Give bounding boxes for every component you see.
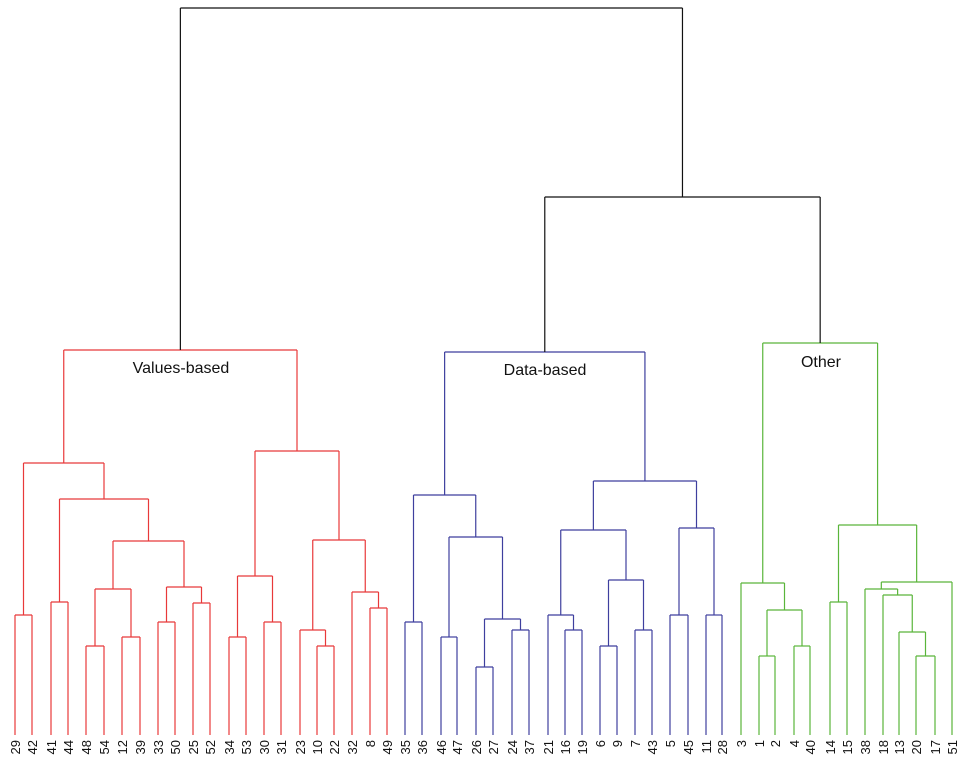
leaf-label: 29 (8, 740, 23, 754)
leaf-label: 1 (752, 740, 767, 747)
leaf-label: 20 (909, 740, 924, 754)
leaf-label: 44 (61, 740, 76, 754)
leaf-label: 2 (768, 740, 783, 747)
leaf-label: 32 (345, 740, 360, 754)
leaf-label: 14 (823, 740, 838, 754)
leaf-label: 36 (415, 740, 430, 754)
leaf-label: 11 (699, 740, 714, 754)
leaf-label: 30 (257, 740, 272, 754)
leaf-label: 52 (203, 740, 218, 754)
leaf-label: 9 (610, 740, 625, 747)
leaf-label: 23 (293, 740, 308, 754)
leaf-label: 42 (25, 740, 40, 754)
leaf-label: 38 (858, 740, 873, 754)
leaf-label: 51 (945, 740, 960, 754)
cluster-label-other: Other (801, 354, 842, 371)
leaf-label: 27 (486, 740, 501, 754)
leaf-label: 3 (734, 740, 749, 747)
leaf-label: 46 (434, 740, 449, 754)
leaf-label: 39 (133, 740, 148, 754)
leaf-label: 5 (663, 740, 678, 747)
leaf-labels: 29 42 41 44 48 54 12 39 33 50 25 52 34 53 30 31 23 10 22 32… (8, 740, 960, 754)
cluster-label-values-based: Values-based (133, 360, 230, 377)
leaf-label: 12 (115, 740, 130, 754)
leaf-label: 37 (522, 740, 537, 754)
leaf-label: 54 (97, 740, 112, 754)
leaf-label: 24 (505, 740, 520, 754)
leaf-label: 26 (469, 740, 484, 754)
leaf-label: 4 (787, 740, 802, 747)
leaf-label: 33 (151, 740, 166, 754)
leaf-label: 50 (168, 740, 183, 754)
leaf-label: 7 (628, 740, 643, 747)
cluster-label-data-based: Data-based (504, 362, 587, 379)
leaf-label: 53 (239, 740, 254, 754)
leaf-label: 49 (380, 740, 395, 754)
dendrogram-links (14, 7, 953, 735)
leaf-label: 31 (274, 740, 289, 754)
leaf-label: 21 (541, 740, 556, 754)
leaf-label: 22 (327, 740, 342, 754)
leaf-label: 47 (450, 740, 465, 754)
leaf-label: 40 (803, 740, 818, 754)
leaf-label: 34 (222, 740, 237, 754)
leaf-label: 19 (575, 740, 590, 754)
leaf-label: 8 (363, 740, 378, 747)
leaf-label: 25 (186, 740, 201, 754)
leaf-label: 17 (928, 740, 943, 754)
leaf-label: 35 (398, 740, 413, 754)
leaf-label: 13 (892, 740, 907, 754)
leaf-label: 48 (79, 740, 94, 754)
leaf-label: 18 (876, 740, 891, 754)
leaf-label: 28 (715, 740, 730, 754)
leaf-label: 10 (310, 740, 325, 754)
cluster-labels: Values-based Data-based Other (133, 354, 842, 379)
leaf-label: 6 (593, 740, 608, 747)
leaf-label: 41 (44, 740, 59, 754)
leaf-label: 45 (681, 740, 696, 754)
leaf-label: 43 (645, 740, 660, 754)
leaf-label: 15 (840, 740, 855, 754)
leaf-label: 16 (558, 740, 573, 754)
